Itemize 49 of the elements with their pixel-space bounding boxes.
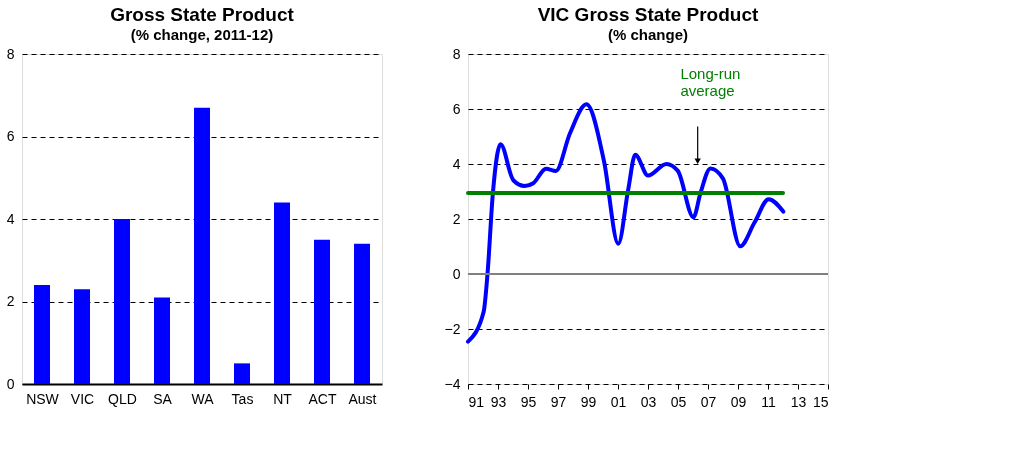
x-tick-label: 99: [580, 393, 597, 410]
chart-title: VIC Gross State Product: [537, 4, 759, 25]
y-tick-label: −4: [444, 375, 461, 392]
bar: [354, 243, 370, 384]
y-tick-label: 8: [6, 45, 15, 62]
y-tick-label: 4: [452, 155, 461, 172]
chart-title: Gross State Product: [110, 4, 295, 25]
bar: [74, 289, 90, 384]
bar: [154, 297, 170, 384]
x-tick-label: NSW: [26, 390, 60, 407]
x-tick-label: 07: [700, 393, 717, 410]
x-tick-label: 09: [730, 393, 747, 410]
line-series: [466, 102, 786, 344]
chart-subtitle: (% change, 2011-12): [130, 26, 274, 43]
x-tick-label: WA: [191, 390, 215, 407]
bar: [194, 107, 210, 384]
bar: [234, 363, 250, 384]
y-tick-label: 0: [6, 375, 15, 392]
y-tick-label: 8: [452, 45, 461, 62]
x-tick-label: ACT: [308, 390, 337, 407]
x-tick-label: Aust: [348, 390, 377, 407]
x-tick-label: 05: [670, 393, 687, 410]
x-tick-label: 95: [520, 393, 537, 410]
bar: [114, 219, 130, 384]
y-tick-label: 4: [6, 210, 15, 227]
x-tick-label: 97: [550, 393, 567, 410]
x-tick-label: 15: [812, 393, 829, 410]
bar: [34, 285, 50, 384]
y-tick-label: 6: [6, 128, 15, 144]
x-tick-label: NT: [273, 390, 293, 407]
bar: [274, 202, 290, 384]
x-tick-label: 03: [640, 393, 657, 410]
x-tick-label: 11: [761, 393, 776, 410]
x-tick-label: Tas: [231, 390, 254, 407]
x-tick-label: VIC: [70, 390, 95, 407]
text: Long-run average: [680, 65, 741, 100]
x-tick-label: QLD: [108, 390, 137, 407]
y-tick-label: 6: [452, 100, 461, 117]
y-tick-label: −2: [444, 320, 461, 337]
bar: [314, 239, 330, 384]
x-tick-label: 13: [790, 393, 807, 410]
y-tick-label: 0: [452, 265, 461, 282]
x-tick-label: 93: [490, 393, 507, 410]
y-tick-label: 2: [452, 210, 461, 227]
x-tick-label: 01: [610, 393, 627, 410]
chart-subtitle: (% change): [607, 26, 689, 43]
x-tick-label: 91: [468, 393, 485, 410]
y-tick-label: 2: [6, 293, 15, 309]
x-tick-label: SA: [153, 390, 173, 407]
